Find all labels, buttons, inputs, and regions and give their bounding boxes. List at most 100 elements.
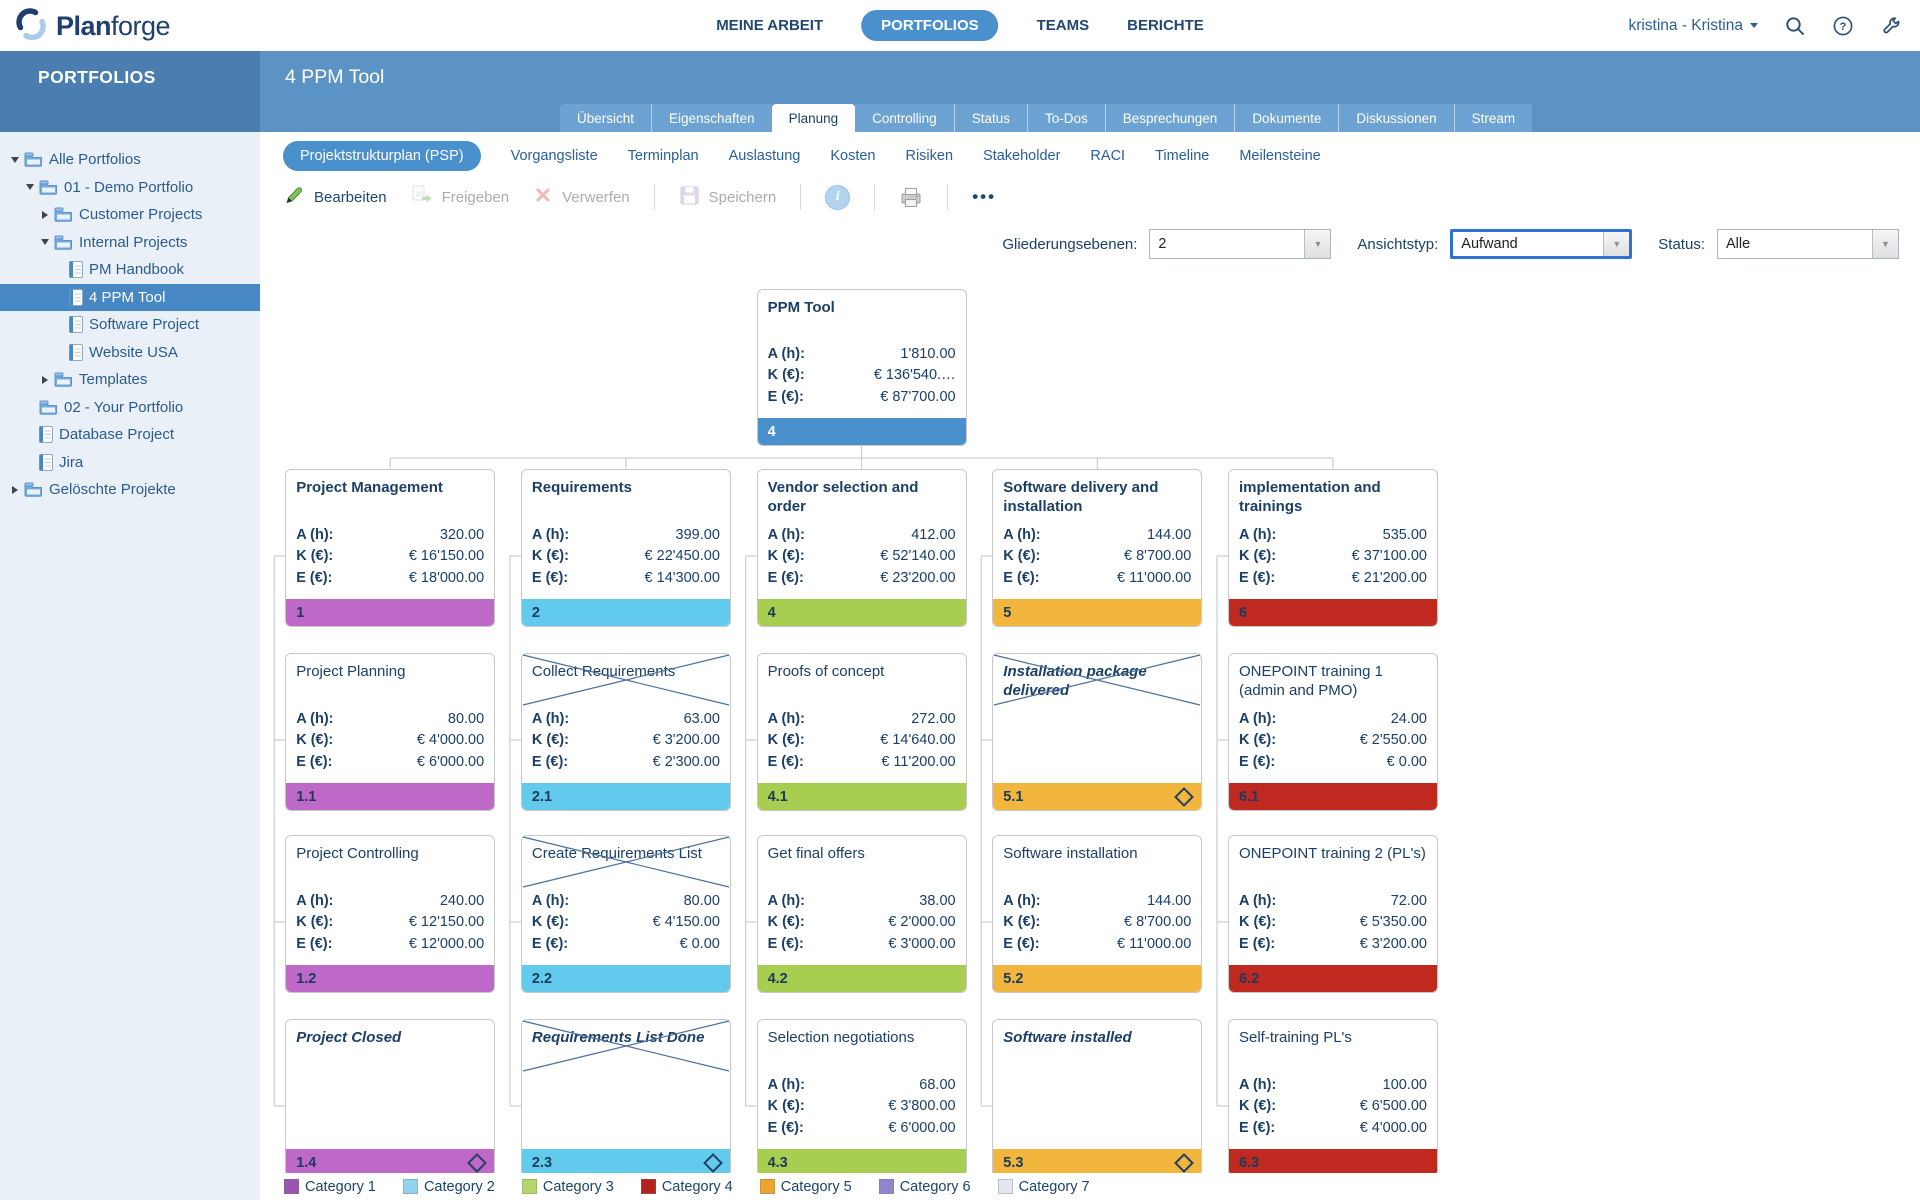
tab-besprechungen[interactable]: Besprechungen — [1104, 104, 1235, 132]
wbs-box-2.3[interactable]: Requirements List Done 2.3 — [520, 1019, 731, 1177]
project-icon — [39, 426, 53, 444]
expand-arrow-icon[interactable] — [23, 184, 36, 191]
subtab-terminplan[interactable]: Terminplan — [627, 148, 699, 164]
wbs-box-code: 2 — [521, 599, 730, 626]
user-menu[interactable]: kristina - Kristina — [1628, 17, 1758, 35]
subtab-raci[interactable]: RACI — [1090, 148, 1126, 164]
wbs-box-2.1[interactable]: Collect Requirements A (h): 63.00 K (€): € 3… — [520, 653, 731, 811]
wbs-box-5[interactable]: Software delivery and installation A (h):… — [992, 469, 1203, 627]
collapse-arrow-icon[interactable] — [38, 375, 51, 384]
wbs-box-4.3[interactable]: Selection negotiations A (h): 68.00 K (€): €… — [756, 1019, 967, 1177]
sidebar-item-alle-portfolios[interactable]: Alle Portfolios — [0, 146, 260, 174]
search-icon[interactable] — [1784, 15, 1806, 37]
legend-swatch — [402, 1179, 418, 1194]
nav-item-teams[interactable]: TEAMS — [1036, 17, 1090, 34]
wbs-box-code: 4.2 — [757, 965, 966, 992]
subtab-vorgangsliste[interactable]: Vorgangsliste — [510, 148, 598, 164]
sidebar-item-database-project[interactable]: Database Project — [0, 421, 260, 449]
folder-icon — [24, 482, 43, 497]
svg-text:10: 10 — [416, 192, 423, 198]
sidebar-item-02-your-portfolio[interactable]: 02 - Your Portfolio — [0, 394, 260, 422]
wbs-box-4.2[interactable]: Get final offers A (h): 38.00 K (€): € 2'000… — [756, 835, 967, 993]
subtab-kosten[interactable]: Kosten — [830, 148, 876, 164]
toolbar-separator — [800, 184, 802, 210]
more-icon[interactable]: ••• — [972, 187, 997, 206]
wbs-box-1.1[interactable]: Project Planning A (h): 80.00 K (€): € 4'000… — [285, 653, 496, 811]
subtab-stakeholder[interactable]: Stakeholder — [983, 148, 1061, 164]
milestone-diamond-icon — [1174, 786, 1195, 807]
wbs-box-4[interactable]: Vendor selection and order A (h): 412.00 K … — [756, 469, 967, 627]
print-icon[interactable] — [899, 186, 923, 208]
filter-label: Status: — [1658, 235, 1705, 253]
tab-dokumente[interactable]: Dokumente — [1234, 104, 1339, 132]
tab-planung[interactable]: Planung — [771, 104, 856, 132]
speichern-button[interactable]: Speichern — [679, 185, 776, 210]
wbs-box-1[interactable]: Project Management A (h): 320.00 K (€): € 16… — [285, 469, 496, 627]
sidebar-item-website-usa[interactable]: Website USA — [0, 339, 260, 367]
sidebar-item-pm-handbook[interactable]: PM Handbook — [0, 256, 260, 284]
dropdown-arrow-icon[interactable]: ▼ — [1872, 230, 1898, 258]
info-icon[interactable]: i — [825, 184, 851, 210]
dropdown-arrow-icon[interactable]: ▼ — [1603, 232, 1630, 256]
subtab-meilensteine[interactable]: Meilensteine — [1239, 148, 1321, 164]
subtab-timeline[interactable]: Timeline — [1155, 148, 1210, 164]
wbs-box-4.1[interactable]: Proofs of concept A (h): 272.00 K (€): € 14'… — [756, 653, 967, 811]
subtab-projektstrukturplan-psp-[interactable]: Projektstrukturplan (PSP) — [283, 141, 481, 171]
wbs-box-values: A (h): 100.00 K (€): € 6'500.00 E (€): € 4'00… — [1239, 1076, 1427, 1136]
wbs-box-2.2[interactable]: Create Requirements List A (h): 80.00 K (€)… — [520, 835, 731, 993]
wbs-box-5.2[interactable]: Software installation A (h): 144.00 K (€): €… — [992, 835, 1203, 993]
wbs-box-6[interactable]: implementation and trainings A (h): 535.00… — [1228, 469, 1438, 627]
sidebar-item-label: 01 - Demo Portfolio — [64, 178, 194, 196]
sidebar-item-jira[interactable]: Jira — [0, 449, 260, 477]
legend-label: Category 4 — [661, 1178, 733, 1195]
tab-to-dos[interactable]: To-Dos — [1026, 104, 1105, 132]
tab-status[interactable]: Status — [953, 104, 1027, 132]
wbs-box-code: 1 — [286, 599, 495, 626]
subtab-auslastung[interactable]: Auslastung — [728, 148, 801, 164]
expand-arrow-icon[interactable] — [38, 239, 51, 246]
nav-item-meine-arbeit[interactable]: MEINE ARBEIT — [716, 17, 824, 34]
wbs-box-values: A (h): 68.00 K (€): € 3'800.00 E (€): € 6'000… — [767, 1076, 956, 1136]
nav-item-berichte[interactable]: BERICHTE — [1127, 17, 1204, 34]
sidebar-item-customer-projects[interactable]: Customer Projects — [0, 201, 260, 229]
wbs-box-6.3[interactable]: Self-training PL's A (h): 100.00 K (€): € 6'… — [1228, 1019, 1438, 1177]
help-icon[interactable]: ? — [1832, 15, 1854, 37]
filter-select-gliederungsebenen[interactable]: 2 ▼ — [1149, 229, 1332, 259]
wbs-box-code: 1.2 — [286, 965, 495, 992]
verwerfen-button[interactable]: Verwerfen — [533, 185, 630, 209]
tab-diskussionen[interactable]: Diskussionen — [1338, 104, 1454, 132]
portfolio-sidebar: Alle Portfolios 01 - Demo Portfolio Custom… — [0, 132, 260, 1200]
collapse-arrow-icon[interactable] — [8, 485, 21, 494]
sidebar-item-software-project[interactable]: Software Project — [0, 311, 260, 339]
sidebar-item-internal-projects[interactable]: Internal Projects — [0, 229, 260, 257]
wbs-box-2[interactable]: Requirements A (h): 399.00 K (€): € 22'450.0… — [520, 469, 731, 627]
subtab-risiken[interactable]: Risiken — [905, 148, 954, 164]
nav-item-portfolios[interactable]: PORTFOLIOS — [861, 10, 999, 41]
sidebar-item-gelöschte-projekte[interactable]: Gelöschte Projekte — [0, 476, 260, 504]
legend-item: Category 3 — [521, 1179, 614, 1195]
sidebar-item-templates[interactable]: Templates — [0, 366, 260, 394]
tab-controlling[interactable]: Controlling — [855, 104, 954, 132]
expand-arrow-icon[interactable] — [8, 156, 21, 163]
wbs-box-4[interactable]: PPM Tool A (h): 1'810.00 K (€): € 136'540.… E… — [756, 289, 967, 446]
wrench-icon[interactable] — [1880, 15, 1902, 37]
wbs-box-6.1[interactable]: ONEPOINT training 1 (admin and PMO) A (h)… — [1228, 653, 1438, 811]
tab-stream[interactable]: Stream — [1453, 104, 1533, 132]
filter-select-ansichtstyp[interactable]: Aufwand ▼ — [1450, 229, 1633, 259]
wbs-box-1.2[interactable]: Project Controlling A (h): 240.00 K (€): € 1… — [285, 835, 496, 993]
sidebar-item-label: Templates — [79, 371, 148, 389]
sidebar-item-01-demo-portfolio[interactable]: 01 - Demo Portfolio — [0, 174, 260, 202]
dropdown-arrow-icon[interactable]: ▼ — [1304, 230, 1331, 258]
collapse-arrow-icon[interactable] — [38, 210, 51, 219]
tab-übersicht[interactable]: Übersicht — [560, 104, 652, 132]
bearbeiten-button[interactable]: Bearbeiten — [283, 184, 387, 210]
wbs-box-5.1[interactable]: Installation package delivered 5.1 — [992, 653, 1203, 811]
wbs-box-5.3[interactable]: Software installed 5.3 — [992, 1019, 1203, 1177]
filter-select-status[interactable]: Alle ▼ — [1717, 229, 1899, 259]
wbs-box-1.4[interactable]: Project Closed 1.4 — [285, 1019, 496, 1177]
freigeben-button[interactable]: 10 Freigeben — [411, 185, 509, 209]
legend-item: Category 4 — [640, 1178, 733, 1195]
tab-eigenschaften[interactable]: Eigenschaften — [651, 104, 772, 132]
sidebar-item-4-ppm-tool[interactable]: 4 PPM Tool — [0, 283, 260, 311]
wbs-box-6.2[interactable]: ONEPOINT training 2 (PL's) A (h): 72.00 K (… — [1228, 835, 1438, 993]
